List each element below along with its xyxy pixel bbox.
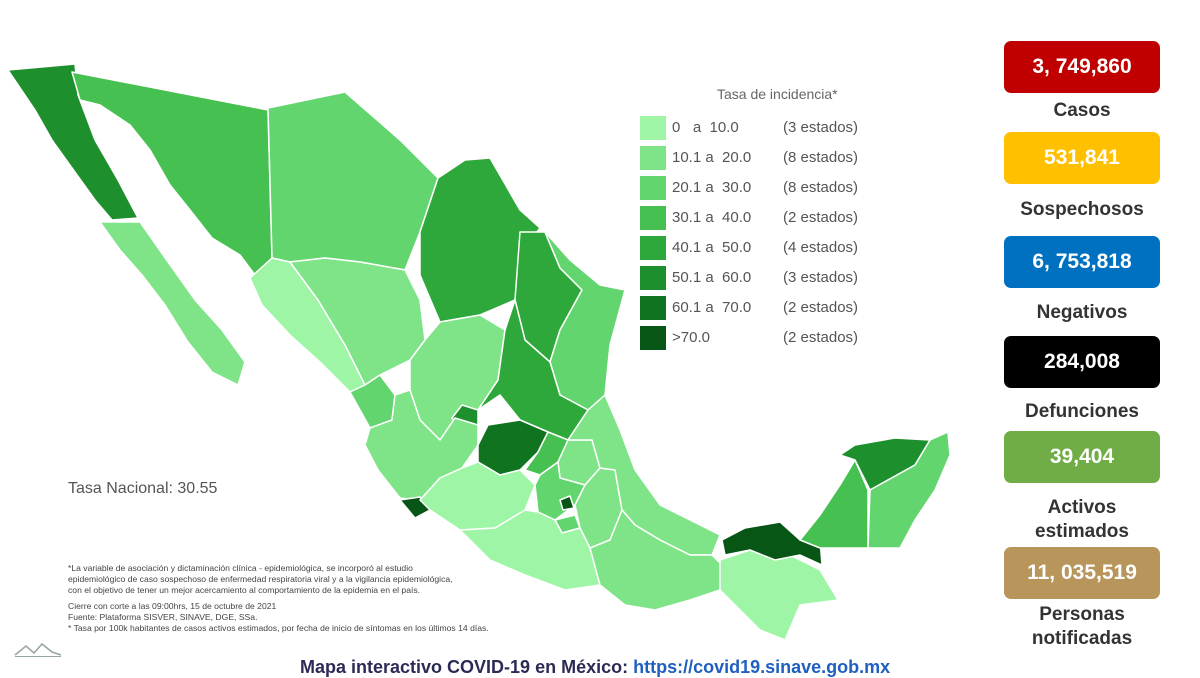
legend-count: (2 estados) xyxy=(783,329,859,346)
legend-range: 40.1 a 50.0 xyxy=(672,239,752,256)
state-tabasco[interactable] xyxy=(721,521,823,566)
legend-range: >70.0 xyxy=(672,329,710,346)
legend-swatch xyxy=(640,116,666,140)
mexico-choropleth-map xyxy=(7,63,951,641)
footnote-line: Fuente: Plataforma SISVER, SINAVE, DGE, … xyxy=(68,612,258,622)
state-campeche[interactable] xyxy=(799,459,869,549)
stat-label-casos: Casos xyxy=(1053,100,1111,121)
legend-swatch xyxy=(640,326,666,350)
legend-row: 0 a 10.0 (3 estados) xyxy=(640,116,880,142)
legend-count: (2 estados) xyxy=(783,299,859,316)
legend-count: (3 estados) xyxy=(783,269,859,286)
footer-link[interactable]: https://covid19.sinave.gob.mx xyxy=(633,657,891,677)
legend-row: 20.1 a 30.0 (8 estados) xyxy=(640,176,880,202)
stat-label-defunciones: Defunciones xyxy=(1024,401,1140,422)
state-quintana-roo[interactable] xyxy=(867,431,951,549)
footnote-line: Cierre con corte a las 09:00hrs, 15 de o… xyxy=(68,601,277,611)
legend-swatch xyxy=(640,146,666,170)
legend-swatch xyxy=(640,236,666,260)
state-jalisco[interactable] xyxy=(364,389,479,501)
legend-swatch xyxy=(640,296,666,320)
legend-row: 10.1 a 20.0 (8 estados) xyxy=(640,146,880,172)
legend-title: Tasa de incidencia* xyxy=(717,86,838,102)
legend-row: 40.1 a 50.0 (4 estados) xyxy=(640,236,880,262)
stat-value-casos: 3, 749,860 xyxy=(1004,41,1160,93)
logo-icon xyxy=(14,642,62,657)
stat-value-negativos: 6, 753,818 xyxy=(1004,236,1160,288)
state-michoacan[interactable] xyxy=(419,461,536,531)
legend-count: (4 estados) xyxy=(783,239,859,256)
stat-value-notificadas: 11, 035,519 xyxy=(1004,547,1160,599)
stat-value-sospechosos: 531,841 xyxy=(1004,132,1160,184)
legend-range: 60.1 a 70.0 xyxy=(672,299,752,316)
stat-value-defunciones: 284,008 xyxy=(1004,336,1160,388)
footnotes: *La variable de asociación y dictaminaci… xyxy=(68,563,588,634)
legend-range: 10.1 a 20.0 xyxy=(672,149,752,166)
legend-row: 30.1 a 40.0 (2 estados) xyxy=(640,206,880,232)
stat-label-notificadas: Personas notificadas xyxy=(1031,604,1133,649)
national-rate: Tasa Nacional: 30.55 xyxy=(68,480,218,497)
legend-row: 50.1 a 60.0 (3 estados) xyxy=(640,266,880,292)
state-cdmx[interactable] xyxy=(559,495,575,511)
footnote-line: con el objetivo de tener un mejor acerca… xyxy=(68,585,421,595)
state-oaxaca[interactable] xyxy=(589,509,726,611)
legend-swatch xyxy=(640,266,666,290)
state-guerrero[interactable] xyxy=(459,509,601,591)
legend-row: 60.1 a 70.0 (2 estados) xyxy=(640,296,880,322)
stat-value-activos: 39,404 xyxy=(1004,431,1160,483)
stat-label-negativos: Negativos xyxy=(1036,302,1128,323)
stat-label-sospechosos: Sospechosos xyxy=(1020,199,1144,220)
state-chihuahua[interactable] xyxy=(267,91,439,271)
footnote-line: *La variable de asociación y dictaminaci… xyxy=(68,563,413,573)
legend-count: (3 estados) xyxy=(783,119,859,136)
state-baja-california-sur[interactable] xyxy=(99,221,246,386)
legend-swatch xyxy=(640,206,666,230)
legend-range: 30.1 a 40.0 xyxy=(672,209,752,226)
stat-label-activos: Activos estimados xyxy=(1035,497,1129,542)
legend-count: (2 estados) xyxy=(783,209,859,226)
footer-banner: Mapa interactivo COVID-19 en México: htt… xyxy=(300,657,890,678)
footnote-line: * Tasa por 100k habitantes de casos acti… xyxy=(68,623,489,633)
legend-count: (8 estados) xyxy=(783,149,859,166)
legend-range: 50.1 a 60.0 xyxy=(672,269,752,286)
legend-range: 20.1 a 30.0 xyxy=(672,179,752,196)
footnote-line: epidemiológico de caso sospechoso de enf… xyxy=(68,574,453,584)
footer-text: Mapa interactivo COVID-19 en México: xyxy=(300,657,629,677)
legend-swatch xyxy=(640,176,666,200)
legend-row: >70.0 (2 estados) xyxy=(640,326,880,352)
legend-range: 0 a 10.0 xyxy=(672,119,739,136)
legend-count: (8 estados) xyxy=(783,179,859,196)
